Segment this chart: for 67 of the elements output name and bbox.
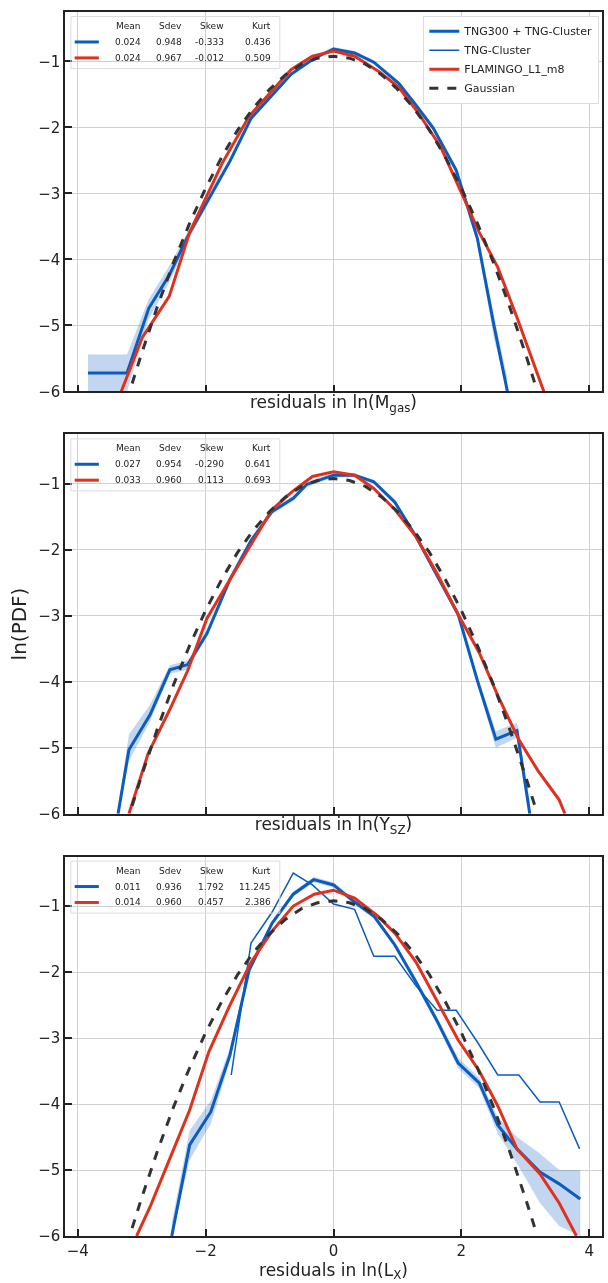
annotation: 0.954 (156, 459, 183, 469)
annotation: 0.936 (156, 882, 183, 892)
x-tick-label: −2 (194, 1241, 217, 1260)
annotation: Sdev (159, 866, 182, 876)
annotation: 0.693 (245, 475, 271, 485)
x-tick-label: 2 (456, 1241, 467, 1260)
annotation: Mean (116, 866, 141, 876)
y-tick-label: −3 (38, 184, 61, 203)
x-axis-title: residuals in ln(Y$_{SZ}$) (254, 814, 413, 837)
y-tick-label: −4 (38, 1095, 61, 1114)
annotation: 0.113 (198, 475, 224, 485)
annotation: Mean (116, 443, 141, 453)
annotation: Skew (200, 866, 224, 876)
y-tick-label: −5 (38, 1161, 61, 1180)
y-tick-label: −3 (38, 1029, 61, 1048)
y-tick-label: −2 (38, 118, 61, 137)
annotation: 0.457 (198, 897, 224, 907)
annotation: 0.960 (156, 475, 183, 485)
annotation: 0.436 (245, 37, 272, 47)
annotation: 0.967 (156, 53, 182, 63)
annotation: 0.027 (115, 459, 141, 469)
annotation: 11.245 (239, 882, 271, 892)
annotation: Skew (200, 443, 224, 453)
legend-label: FLAMINGO_L1_m8 (464, 63, 565, 77)
annotation: Sdev (159, 443, 182, 453)
annotation: 0.033 (115, 475, 141, 485)
annotation: 0.948 (156, 37, 183, 47)
annotation: Kurt (252, 443, 271, 453)
y-axis-title: ln(PDF) (7, 587, 32, 661)
y-tick-label: −1 (38, 897, 61, 916)
annotation: Skew (200, 21, 224, 31)
x-tick-label: 0 (328, 1241, 339, 1260)
annotation: 0.960 (156, 897, 183, 907)
annotation: 0.641 (245, 459, 271, 469)
annotation: Kurt (252, 21, 271, 31)
legend-label: Gaussian (464, 82, 515, 96)
annotation: 0.011 (115, 882, 141, 892)
annotation: 1.792 (198, 882, 224, 892)
x-tick-label: 4 (584, 1241, 594, 1260)
annotation: Mean (116, 21, 141, 31)
y-tick-label: −4 (38, 672, 61, 691)
y-tick-label: −2 (38, 541, 61, 560)
annotation: 0.014 (115, 897, 142, 907)
annotation: 0.024 (115, 53, 142, 63)
x-tick-label: −4 (66, 1241, 89, 1260)
y-tick-label: −5 (38, 738, 61, 757)
y-tick-label: −6 (38, 1227, 61, 1246)
y-tick-label: −6 (38, 804, 61, 823)
y-tick-label: −2 (38, 963, 61, 982)
annotation: -0.012 (195, 53, 225, 63)
annotation: 2.386 (245, 897, 272, 907)
y-tick-label: −3 (38, 607, 61, 625)
y-tick-label: −1 (38, 52, 61, 71)
annotation: 0.509 (245, 53, 272, 63)
annotation: Sdev (159, 21, 182, 31)
legend-label: TNG-Cluster (463, 44, 532, 58)
annotation: -0.290 (195, 459, 225, 469)
y-tick-label: −1 (38, 475, 61, 494)
x-axis-title: residuals in ln(M$_{gas}$) (250, 392, 417, 415)
x-axis-title: residuals in ln(L$_{X}$) (259, 1259, 408, 1283)
annotation: 0.024 (115, 37, 142, 47)
y-tick-label: −6 (38, 382, 61, 401)
annotation: Kurt (252, 866, 271, 876)
y-tick-label: −4 (38, 250, 61, 269)
legend-label: TNG300 + TNG-Cluster (463, 25, 592, 39)
annotation: -0.333 (195, 37, 225, 47)
y-tick-label: −5 (38, 316, 61, 335)
